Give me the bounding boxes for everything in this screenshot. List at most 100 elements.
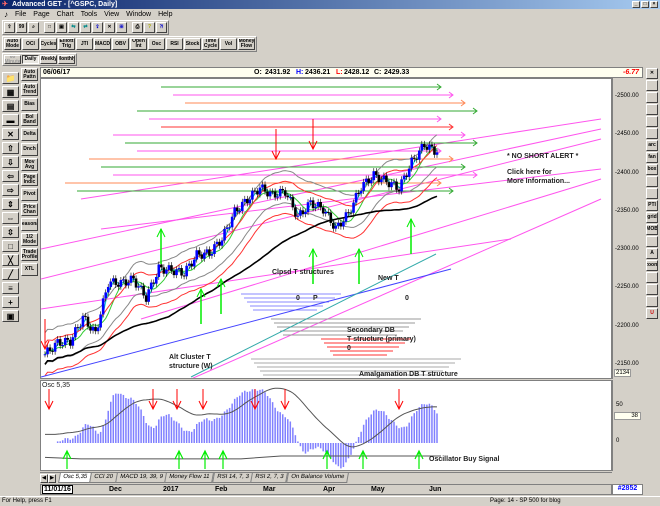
- study-stock-button[interactable]: Stock: [184, 38, 201, 50]
- close-chart-icon[interactable]: ✕: [104, 22, 115, 33]
- mov-avg-button[interactable]: Mov Avg: [21, 158, 38, 171]
- tab-cci[interactable]: CCI 20: [89, 473, 118, 483]
- expand-icon[interactable]: ⇔: [2, 212, 19, 224]
- arc-tool-icon[interactable]: arc: [646, 140, 658, 151]
- pti-tool-icon[interactable]: PTI: [646, 200, 658, 211]
- context-help-icon[interactable]: ⁈: [156, 22, 167, 33]
- fib-icon[interactable]: ≡: [2, 282, 19, 294]
- chart-group-icon[interactable]: ▦: [2, 86, 19, 98]
- layout2-tool-icon[interactable]: [646, 296, 658, 307]
- menu-window[interactable]: Window: [126, 11, 152, 18]
- study-rsi-button[interactable]: RSI: [166, 38, 183, 50]
- menu-view[interactable]: View: [104, 11, 120, 18]
- oscillator-panel[interactable]: Osc 5,35 Oscillator Buy Signal: [40, 380, 612, 471]
- eraser-tool-icon[interactable]: [646, 188, 658, 199]
- menu-help[interactable]: Help: [158, 11, 173, 18]
- markers-tool-icon[interactable]: [646, 272, 658, 283]
- compress-icon[interactable]: ⇕: [2, 198, 19, 210]
- date-axis[interactable]: 11/01/16 Dec 2017 Feb Mar Apr May Jun: [40, 484, 612, 495]
- tab-osc[interactable]: Osc 5,35: [58, 473, 92, 483]
- fib-ret-tool-icon[interactable]: [646, 104, 658, 115]
- study-vol-button[interactable]: Vol: [220, 38, 237, 50]
- more-info-link-1[interactable]: Click here for: [507, 169, 552, 176]
- a-tool-icon[interactable]: A: [646, 248, 658, 259]
- tile-icon[interactable]: ⊞: [116, 22, 127, 33]
- left-icon[interactable]: ⇦: [2, 170, 19, 182]
- u-tool-icon[interactable]: U: [646, 308, 658, 319]
- study-money-flow-button[interactable]: Money Flow: [238, 38, 255, 50]
- menu-file[interactable]: File: [15, 11, 27, 18]
- quote-board-icon[interactable]: ▤: [2, 100, 19, 112]
- search-icon[interactable]: ⌕: [28, 22, 39, 33]
- help-icon[interactable]: ?: [144, 22, 155, 33]
- minimize-button[interactable]: _: [632, 1, 640, 8]
- timeframe-weekly[interactable]: Weekly: [40, 55, 57, 64]
- layout-tool-icon[interactable]: [646, 284, 658, 295]
- down-icon[interactable]: ⇩: [2, 156, 19, 168]
- gann-icon[interactable]: ╱: [2, 268, 19, 280]
- menu-page[interactable]: Page: [33, 11, 50, 18]
- fan-tool-icon[interactable]: fan: [646, 152, 658, 163]
- export-icon[interactable]: ⇄: [80, 22, 91, 33]
- tab-rsi-2[interactable]: RSI 2, 7, 3: [250, 473, 289, 483]
- timeframe-60min[interactable]: 60 Minute: [4, 55, 21, 64]
- zoom-icon[interactable]: ⇳: [2, 226, 19, 238]
- lines-icon[interactable]: ╳: [2, 254, 19, 266]
- study-time-cycle-button[interactable]: Time Cycle: [202, 38, 219, 50]
- date-start[interactable]: 11/01/16: [42, 485, 73, 494]
- timeframe-monthly[interactable]: Monthly: [58, 55, 75, 64]
- auto-pattn-button[interactable]: Auto Pattn: [21, 68, 38, 81]
- mob-tool-icon[interactable]: MOB: [646, 224, 658, 235]
- seasonal-button[interactable]: Seasonal: [21, 218, 38, 231]
- open-icon[interactable]: ⇆: [68, 22, 79, 33]
- page-indic-button[interactable]: Page Indic: [21, 173, 38, 186]
- trade-profile-button[interactable]: Trade Profile: [21, 248, 38, 261]
- chart-new-icon[interactable]: ✕: [2, 128, 19, 140]
- grid-tool-icon[interactable]: grid: [646, 212, 658, 223]
- save-icon[interactable]: ▣: [56, 22, 67, 33]
- pencil-tool-icon[interactable]: [646, 80, 658, 91]
- xtl-button[interactable]: XTL: [21, 263, 38, 276]
- tab-money-flow[interactable]: Money Flow 11: [164, 473, 215, 483]
- price-chart[interactable]: * NO SHORT ALERT * Click here for More I…: [40, 78, 612, 380]
- pointer-icon[interactable]: ⇧: [4, 22, 15, 33]
- ellipse-tool-icon[interactable]: [646, 176, 658, 187]
- tab-scroll-left[interactable]: ◀: [40, 474, 48, 483]
- price-chan-button[interactable]: Price Chan: [21, 203, 38, 216]
- magnify-tool-tool-icon[interactable]: [646, 236, 658, 247]
- delta-button[interactable]: Delta: [21, 128, 38, 141]
- folder-icon[interactable]: 📁: [2, 72, 19, 84]
- quote-icon[interactable]: 99: [16, 22, 27, 33]
- import-icon[interactable]: ▬: [2, 114, 19, 126]
- more-info-link-2[interactable]: More Information...: [507, 178, 570, 185]
- fib-ext-tool-icon[interactable]: [646, 116, 658, 127]
- bias-button[interactable]: Bias: [21, 98, 38, 111]
- auto-trend-button[interactable]: Auto Trend: [21, 83, 38, 96]
- study-osc-button[interactable]: Osc: [148, 38, 165, 50]
- study-elliott-button[interactable]: Elliott Trig: [58, 38, 75, 50]
- new-icon[interactable]: □: [44, 22, 55, 33]
- crosshair-icon[interactable]: +: [2, 296, 19, 308]
- study-macd-button[interactable]: MACD: [94, 38, 111, 50]
- print-icon[interactable]: ⎙: [132, 22, 143, 33]
- dnch-button[interactable]: Dnch: [21, 143, 38, 156]
- box-tool-icon[interactable]: box: [646, 164, 658, 175]
- tab-rsi-14[interactable]: RSI 14, 7, 3: [211, 473, 254, 483]
- right-icon[interactable]: ⇨: [2, 184, 19, 196]
- study-auto-mode-button[interactable]: Auto Mode: [4, 38, 21, 50]
- study-oci-button[interactable]: OCI: [22, 38, 39, 50]
- study-open-int-button[interactable]: Open Int: [130, 38, 147, 50]
- close-tool-icon[interactable]: ✕: [646, 68, 658, 79]
- tab-scroll-right[interactable]: ▶: [48, 474, 56, 483]
- study-obv-button[interactable]: OBV: [112, 38, 129, 50]
- tab-obv[interactable]: On Balance Volume: [285, 473, 349, 483]
- blank-icon[interactable]: □: [2, 240, 19, 252]
- study-jti-button[interactable]: JTI: [76, 38, 93, 50]
- 1-2-mode-button[interactable]: 1/2 Mode: [21, 233, 38, 246]
- bol-band-button[interactable]: Bol Band: [21, 113, 38, 126]
- menu-chart[interactable]: Chart: [56, 11, 74, 18]
- save-page-icon[interactable]: ▣: [2, 310, 19, 322]
- menu-tools[interactable]: Tools: [80, 11, 98, 18]
- study-cycles-button[interactable]: Cycles: [40, 38, 57, 50]
- tab-macd[interactable]: MACD 19, 39, 9: [114, 473, 168, 483]
